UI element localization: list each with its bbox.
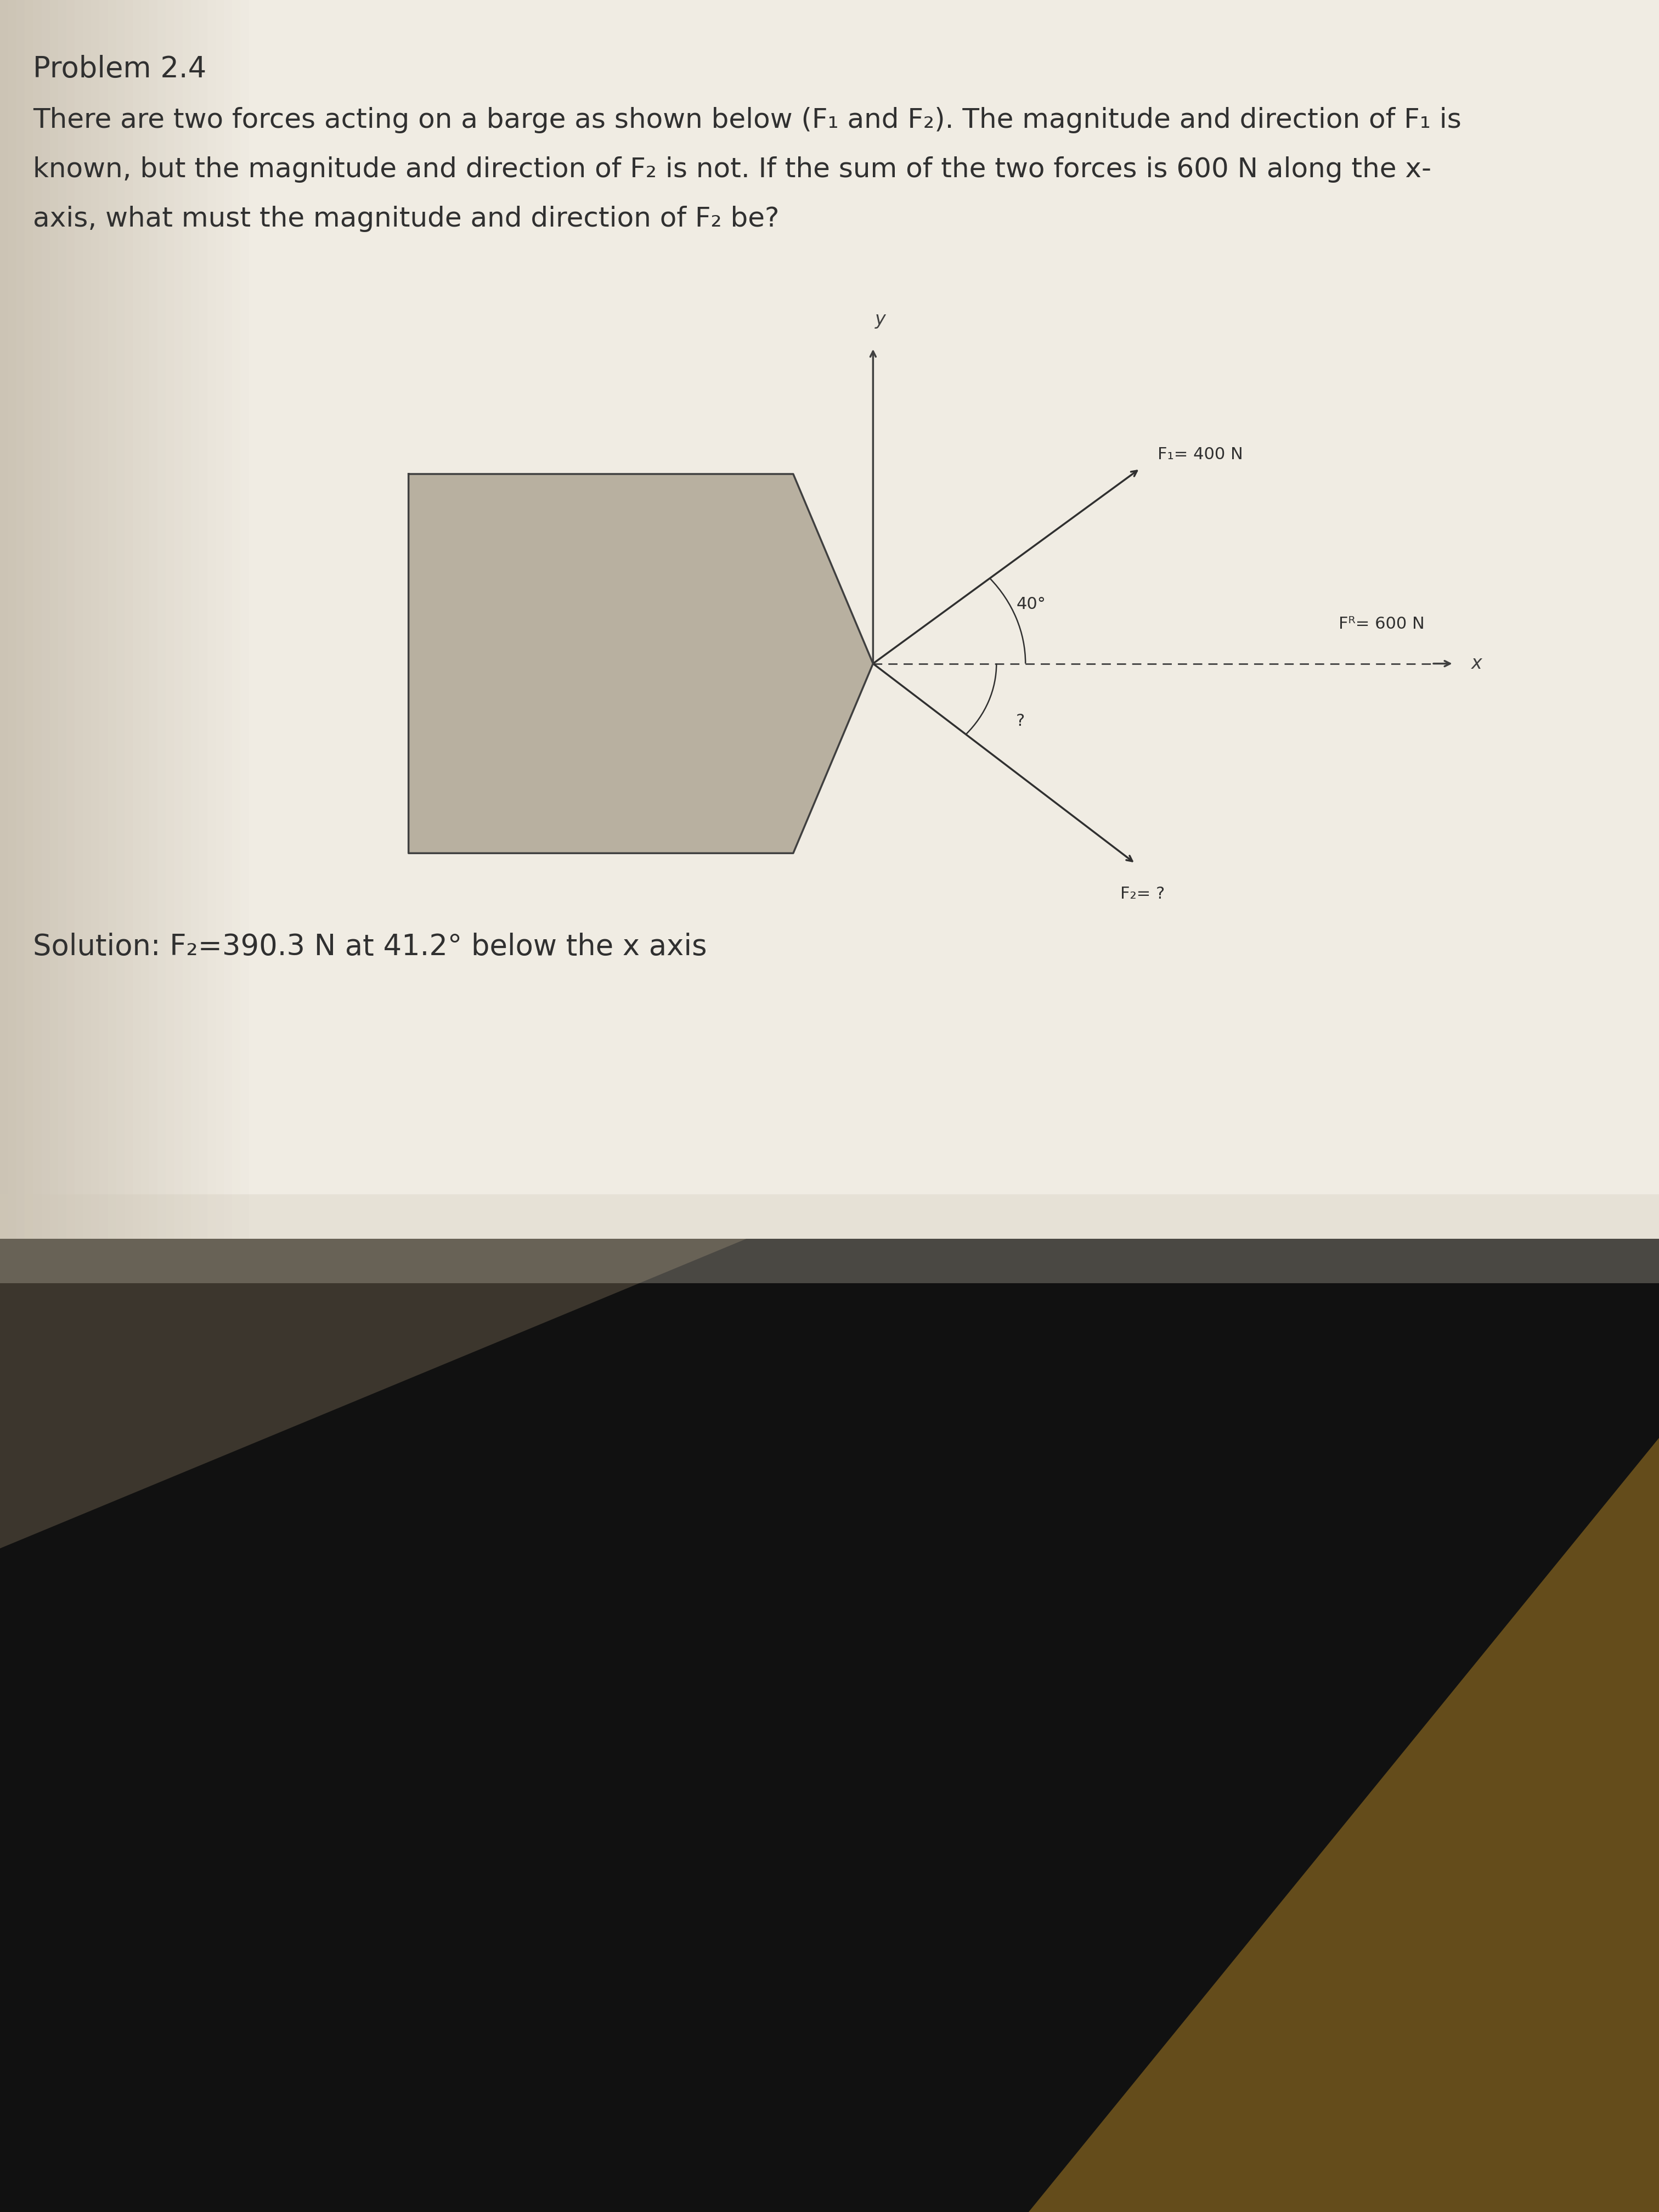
Polygon shape bbox=[0, 1239, 747, 1548]
Text: Fᴿ= 600 N: Fᴿ= 600 N bbox=[1339, 617, 1425, 633]
Polygon shape bbox=[66, 0, 75, 1239]
Polygon shape bbox=[0, 1239, 1659, 2212]
Text: F₁= 400 N: F₁= 400 N bbox=[1158, 447, 1243, 462]
Polygon shape bbox=[166, 0, 174, 1239]
Polygon shape bbox=[158, 0, 166, 1239]
Text: There are two forces acting on a barge as shown below (F₁ and F₂). The magnitude: There are two forces acting on a barge a… bbox=[33, 106, 1462, 133]
Polygon shape bbox=[191, 0, 199, 1239]
Polygon shape bbox=[17, 0, 25, 1239]
Polygon shape bbox=[124, 0, 133, 1239]
Polygon shape bbox=[50, 0, 58, 1239]
Text: Problem 2.4: Problem 2.4 bbox=[33, 55, 206, 84]
Polygon shape bbox=[100, 0, 108, 1239]
Polygon shape bbox=[0, 0, 1659, 1239]
Polygon shape bbox=[0, 0, 8, 1239]
Text: y: y bbox=[874, 310, 886, 330]
Polygon shape bbox=[58, 0, 66, 1239]
Text: known, but the magnitude and direction of F₂ is not. If the sum of the two force: known, but the magnitude and direction o… bbox=[33, 157, 1432, 184]
Polygon shape bbox=[25, 0, 33, 1239]
Text: axis, what must the magnitude and direction of F₂ be?: axis, what must the magnitude and direct… bbox=[33, 206, 780, 232]
Polygon shape bbox=[207, 0, 216, 1239]
Polygon shape bbox=[141, 0, 149, 1239]
Polygon shape bbox=[174, 0, 182, 1239]
Polygon shape bbox=[1029, 1438, 1659, 2212]
Polygon shape bbox=[0, 1194, 1659, 1283]
Polygon shape bbox=[408, 473, 873, 854]
Text: F₂= ?: F₂= ? bbox=[1120, 887, 1165, 902]
Polygon shape bbox=[83, 0, 91, 1239]
Polygon shape bbox=[33, 0, 41, 1239]
Polygon shape bbox=[149, 0, 158, 1239]
Text: ?: ? bbox=[1015, 714, 1025, 730]
Polygon shape bbox=[182, 0, 191, 1239]
Text: 40°: 40° bbox=[1017, 597, 1047, 613]
Text: x: x bbox=[1472, 655, 1481, 672]
Polygon shape bbox=[133, 0, 141, 1239]
Polygon shape bbox=[41, 0, 50, 1239]
Polygon shape bbox=[91, 0, 100, 1239]
Text: Solution: F₂=390.3 N at 41.2° below the x axis: Solution: F₂=390.3 N at 41.2° below the … bbox=[33, 933, 707, 962]
Polygon shape bbox=[199, 0, 207, 1239]
Polygon shape bbox=[8, 0, 17, 1239]
Polygon shape bbox=[116, 0, 124, 1239]
Polygon shape bbox=[75, 0, 83, 1239]
Polygon shape bbox=[108, 0, 116, 1239]
